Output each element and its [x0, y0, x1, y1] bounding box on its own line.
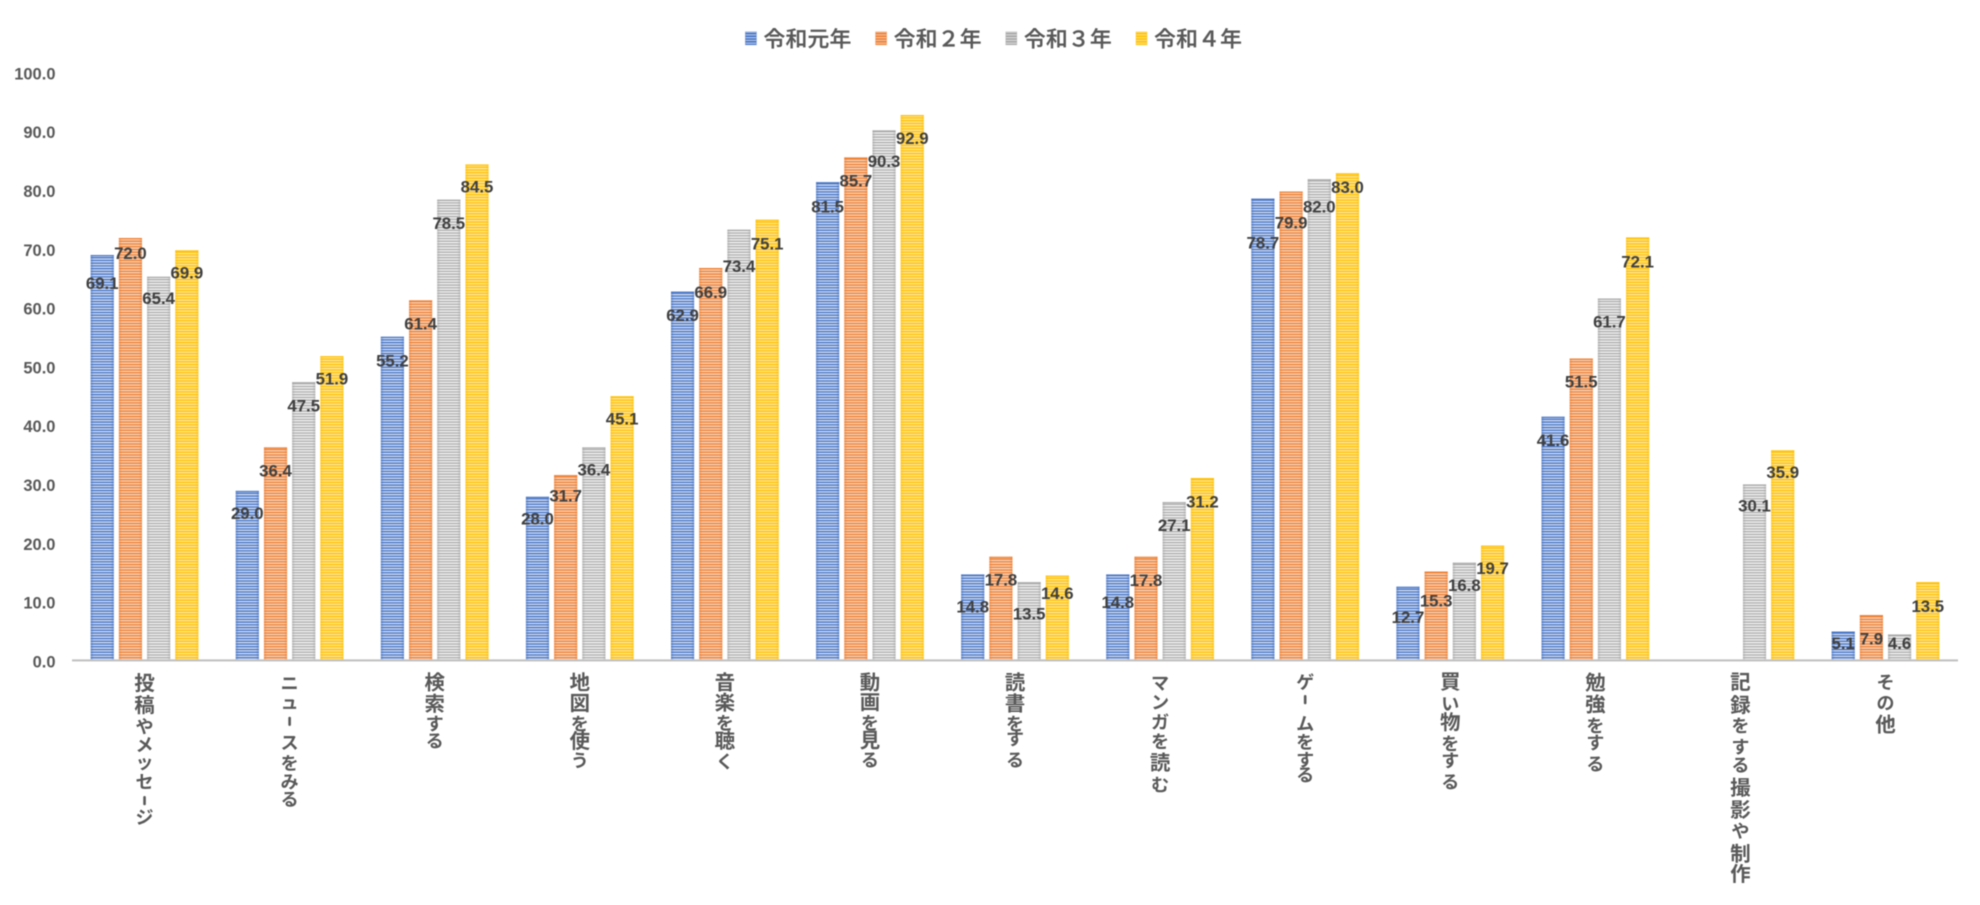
svg-text:17.8: 17.8	[1130, 571, 1163, 590]
svg-text:78.5: 78.5	[432, 214, 465, 233]
svg-text:17.8: 17.8	[985, 570, 1018, 589]
svg-text:78.7: 78.7	[1247, 233, 1280, 252]
svg-text:69.1: 69.1	[86, 274, 119, 293]
svg-text:61.4: 61.4	[404, 314, 437, 333]
svg-text:14.8: 14.8	[1101, 593, 1134, 612]
svg-text:65.4: 65.4	[142, 289, 175, 308]
svg-text:72.0: 72.0	[114, 244, 147, 263]
svg-text:50.0: 50.0	[23, 359, 55, 377]
svg-text:45.1: 45.1	[606, 410, 639, 429]
svg-text:7.9: 7.9	[1860, 630, 1883, 649]
svg-text:72.1: 72.1	[1621, 252, 1654, 271]
svg-text:31.7: 31.7	[549, 487, 582, 506]
svg-text:75.1: 75.1	[751, 234, 784, 253]
svg-text:61.7: 61.7	[1593, 312, 1626, 331]
svg-text:100.0: 100.0	[14, 65, 55, 83]
svg-text:36.4: 36.4	[578, 461, 611, 480]
svg-text:47.5: 47.5	[287, 397, 320, 416]
svg-text:19.7: 19.7	[1476, 559, 1509, 578]
svg-text:28.0: 28.0	[521, 510, 554, 529]
svg-text:20.0: 20.0	[23, 536, 55, 554]
svg-text:82.0: 82.0	[1303, 198, 1336, 217]
svg-text:27.1: 27.1	[1158, 516, 1191, 535]
svg-text:51.5: 51.5	[1565, 372, 1598, 391]
svg-text:90.3: 90.3	[868, 152, 901, 171]
svg-text:12.7: 12.7	[1392, 608, 1425, 627]
svg-text:60.0: 60.0	[23, 301, 55, 319]
svg-text:80.0: 80.0	[23, 183, 55, 201]
svg-text:90.0: 90.0	[23, 124, 55, 142]
svg-text:30.0: 30.0	[23, 477, 55, 495]
svg-text:40.0: 40.0	[23, 418, 55, 436]
svg-text:83.0: 83.0	[1331, 178, 1364, 197]
svg-text:13.5: 13.5	[1013, 604, 1046, 623]
svg-text:55.2: 55.2	[376, 352, 409, 371]
svg-text:4.6: 4.6	[1888, 634, 1911, 653]
svg-text:85.7: 85.7	[840, 171, 873, 190]
svg-text:29.0: 29.0	[231, 504, 264, 523]
svg-text:15.3: 15.3	[1420, 592, 1453, 611]
svg-text:62.9: 62.9	[666, 306, 699, 325]
svg-text:31.2: 31.2	[1186, 492, 1219, 511]
svg-text:66.9: 66.9	[694, 283, 727, 302]
svg-text:92.9: 92.9	[896, 129, 929, 148]
svg-text:51.9: 51.9	[316, 370, 349, 389]
svg-text:14.6: 14.6	[1041, 584, 1074, 603]
svg-text:69.9: 69.9	[171, 263, 204, 282]
svg-text:73.4: 73.4	[723, 257, 756, 276]
svg-text:5.1: 5.1	[1832, 634, 1855, 653]
svg-text:70.0: 70.0	[23, 242, 55, 260]
svg-text:10.0: 10.0	[23, 595, 55, 613]
svg-text:79.9: 79.9	[1275, 214, 1308, 233]
svg-text:0.0: 0.0	[33, 654, 56, 672]
svg-text:14.8: 14.8	[956, 597, 989, 616]
svg-text:30.1: 30.1	[1738, 496, 1771, 515]
svg-text:41.6: 41.6	[1537, 431, 1570, 450]
svg-text:81.5: 81.5	[811, 197, 844, 216]
svg-text:84.5: 84.5	[461, 178, 494, 197]
svg-text:16.8: 16.8	[1448, 576, 1481, 595]
svg-text:13.5: 13.5	[1911, 597, 1944, 616]
svg-text:35.9: 35.9	[1766, 463, 1799, 482]
svg-text:36.4: 36.4	[259, 462, 292, 481]
